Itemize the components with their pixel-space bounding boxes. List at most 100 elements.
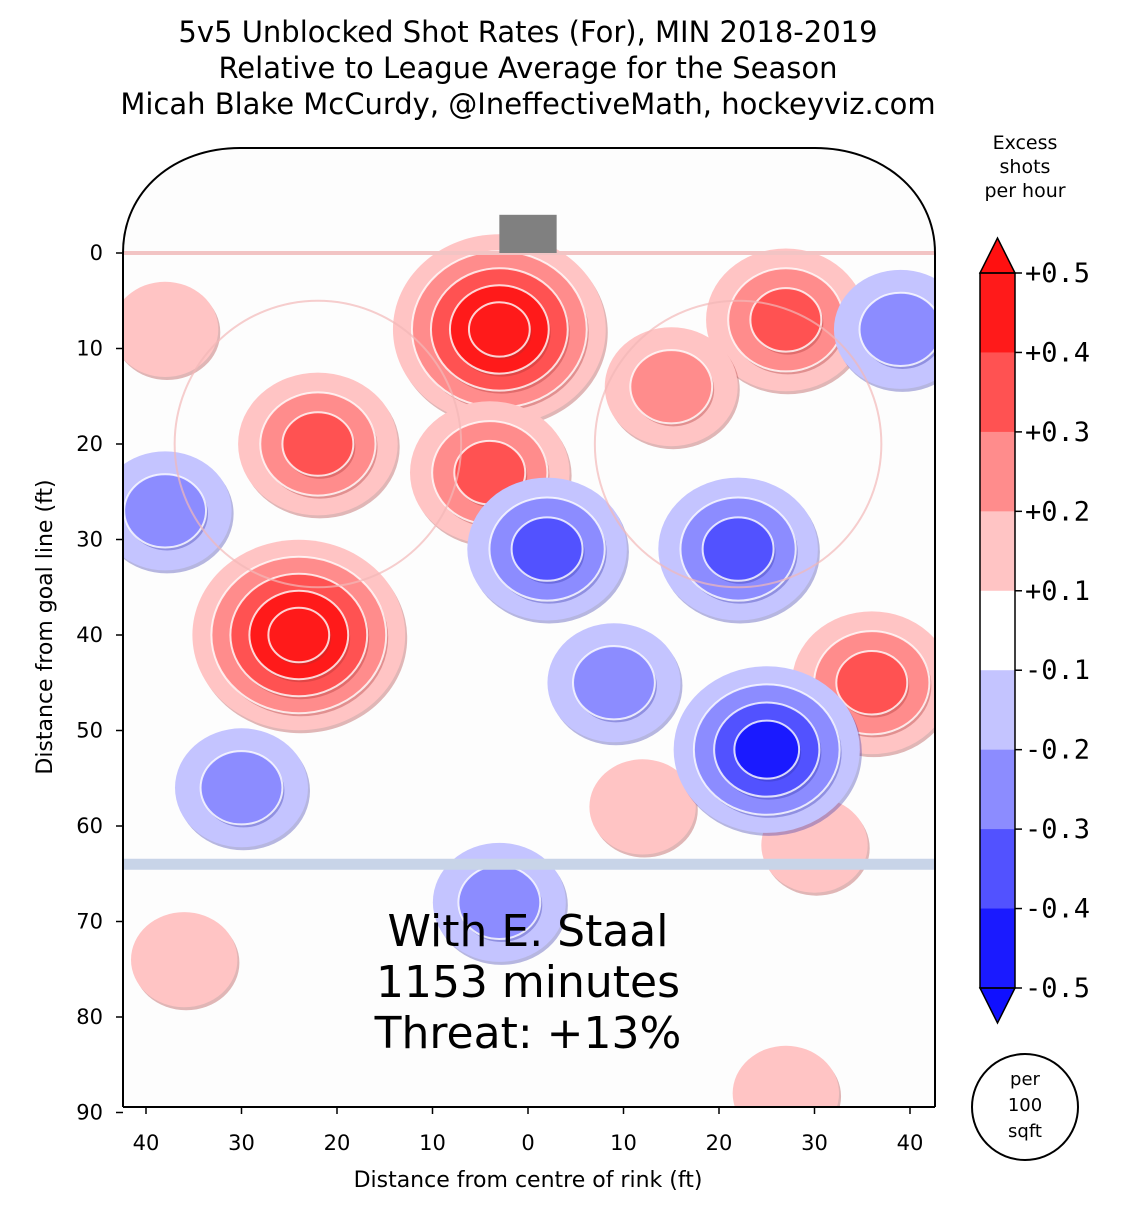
colorbar-tick-label: +0.2 <box>1025 496 1090 527</box>
x-tick-label: 40 <box>897 1131 924 1155</box>
unit-badge: per 100 sqft <box>971 1053 1079 1161</box>
hotspot-12 <box>673 666 862 836</box>
goal-net <box>499 214 557 253</box>
contour-band <box>267 606 331 664</box>
colorbar-tick-label: +0.3 <box>1025 417 1090 448</box>
hotspot-0 <box>392 234 608 428</box>
x-tick-label: 30 <box>801 1131 828 1155</box>
hotspot-2 <box>238 372 400 519</box>
y-tick-label: 50 <box>76 719 103 743</box>
hotspot-4 <box>706 248 868 395</box>
contour-band <box>589 759 696 855</box>
contour-band <box>131 912 238 1008</box>
hotspot-10 <box>131 912 240 1011</box>
x-tick-label: 20 <box>324 1131 351 1155</box>
contour-band <box>281 411 355 477</box>
contour-band <box>701 516 775 582</box>
colorbar-title-3: per hour <box>984 180 1065 202</box>
contour-band <box>467 301 531 358</box>
y-tick-label: 90 <box>76 1101 103 1125</box>
colorbar-band <box>980 273 1015 353</box>
colorbar-tick-label: -0.3 <box>1025 814 1090 845</box>
colorbar: Excess shots per hour +0.5 +0.4 +0.3 +0.2 +0… <box>978 132 1090 1025</box>
hotspot-9 <box>732 1045 842 1107</box>
faceoff-circle-0 <box>173 299 463 589</box>
hotspot-8 <box>589 759 698 858</box>
contour-band <box>199 750 284 826</box>
y-tick-label: 40 <box>76 623 103 647</box>
contour-band <box>572 645 656 721</box>
y-axis-label: Distance from goal line (ft) <box>33 479 58 774</box>
colorbar-band <box>980 511 1015 592</box>
unit-line-3: sqft <box>1008 1121 1042 1142</box>
hotspot-1 <box>192 539 408 734</box>
y-tick-label: 0 <box>90 241 103 265</box>
colorbar-band <box>980 829 1015 910</box>
contour-band <box>858 291 935 368</box>
contour-band <box>123 281 219 377</box>
colorbar-tick-label: -0.5 <box>1025 973 1090 1004</box>
y-tick-label: 80 <box>76 1005 103 1029</box>
x-tick-label: 0 <box>521 1131 534 1155</box>
hotspot-17 <box>833 269 935 392</box>
player-annotation: With E. Staal 1153 minutes Threat: +13% <box>374 906 682 1059</box>
hotspot-15 <box>175 728 310 851</box>
annotation-line-1: With E. Staal <box>388 906 669 957</box>
rink-markings <box>123 214 935 870</box>
contour-band <box>510 516 584 582</box>
colorbar-arrow-bottom <box>978 987 1017 1025</box>
rink-boundary <box>122 147 936 1107</box>
hotspot-14 <box>467 477 629 624</box>
colorbar-band <box>980 352 1015 433</box>
colorbar-band <box>980 431 1015 512</box>
hotspot-7 <box>123 281 221 380</box>
contour-band <box>835 650 909 716</box>
y-tick-label: 60 <box>76 814 103 838</box>
colorbar-tick-label: +0.5 <box>1025 258 1090 289</box>
colorbar-tick-label: -0.2 <box>1025 735 1090 766</box>
annotation-line-2: 1153 minutes <box>376 957 680 1008</box>
unit-line-2: 100 <box>1008 1095 1042 1116</box>
y-tick-label: 20 <box>76 432 103 456</box>
x-tick-label: 20 <box>706 1131 733 1155</box>
unit-line-1: per <box>1010 1069 1041 1090</box>
colorbar-tick-label: -0.1 <box>1025 655 1090 686</box>
x-tick-label: 10 <box>419 1131 446 1155</box>
hotspot-5 <box>792 611 935 758</box>
x-tick-label: 30 <box>228 1131 255 1155</box>
colorbar-frame <box>979 272 1016 989</box>
colorbar-tick-label: -0.4 <box>1025 894 1090 925</box>
colorbar-title-1: Excess <box>993 132 1058 154</box>
colorbar-title-2: shots <box>1000 156 1051 178</box>
colorbar-band <box>980 590 1015 671</box>
hotspot-18 <box>432 842 568 965</box>
chart-title: 5v5 Unblocked Shot Rates (For), MIN 2018… <box>120 15 935 121</box>
colorbar-band <box>980 749 1015 830</box>
hotspot-19 <box>547 623 683 746</box>
heatmap-contours <box>123 234 935 1107</box>
contour-band <box>732 1045 840 1107</box>
faceoff-circle-1 <box>593 299 883 589</box>
annotation-line-3: Threat: +13% <box>374 1008 682 1059</box>
colorbar-arrow-top <box>978 236 1017 274</box>
colorbar-band <box>980 670 1015 751</box>
y-axis: 0 10 20 30 40 50 60 70 80 90 <box>76 241 123 1125</box>
title-line-1: 5v5 Unblocked Shot Rates (For), MIN 2018… <box>178 15 877 49</box>
y-tick-label: 10 <box>76 337 103 361</box>
x-tick-label: 40 <box>133 1131 160 1155</box>
y-tick-label: 70 <box>76 910 103 934</box>
hotspot-13 <box>658 477 820 624</box>
contour-band <box>733 719 801 780</box>
contour-band <box>629 349 714 425</box>
hotspot-16 <box>123 451 234 574</box>
rink-heatmap <box>123 148 935 1107</box>
title-line-3: Micah Blake McCurdy, @IneffectiveMath, h… <box>120 87 935 121</box>
title-line-2: Relative to League Average for the Seaso… <box>218 51 837 85</box>
x-tick-label: 10 <box>610 1131 637 1155</box>
colorbar-band <box>980 908 1015 989</box>
x-axis-label: Distance from centre of rink (ft) <box>354 1168 703 1193</box>
contour-band <box>123 473 208 549</box>
colorbar-tick-label: +0.1 <box>1025 576 1090 607</box>
x-axis: 40 30 20 10 0 10 20 30 40 <box>133 1107 924 1155</box>
